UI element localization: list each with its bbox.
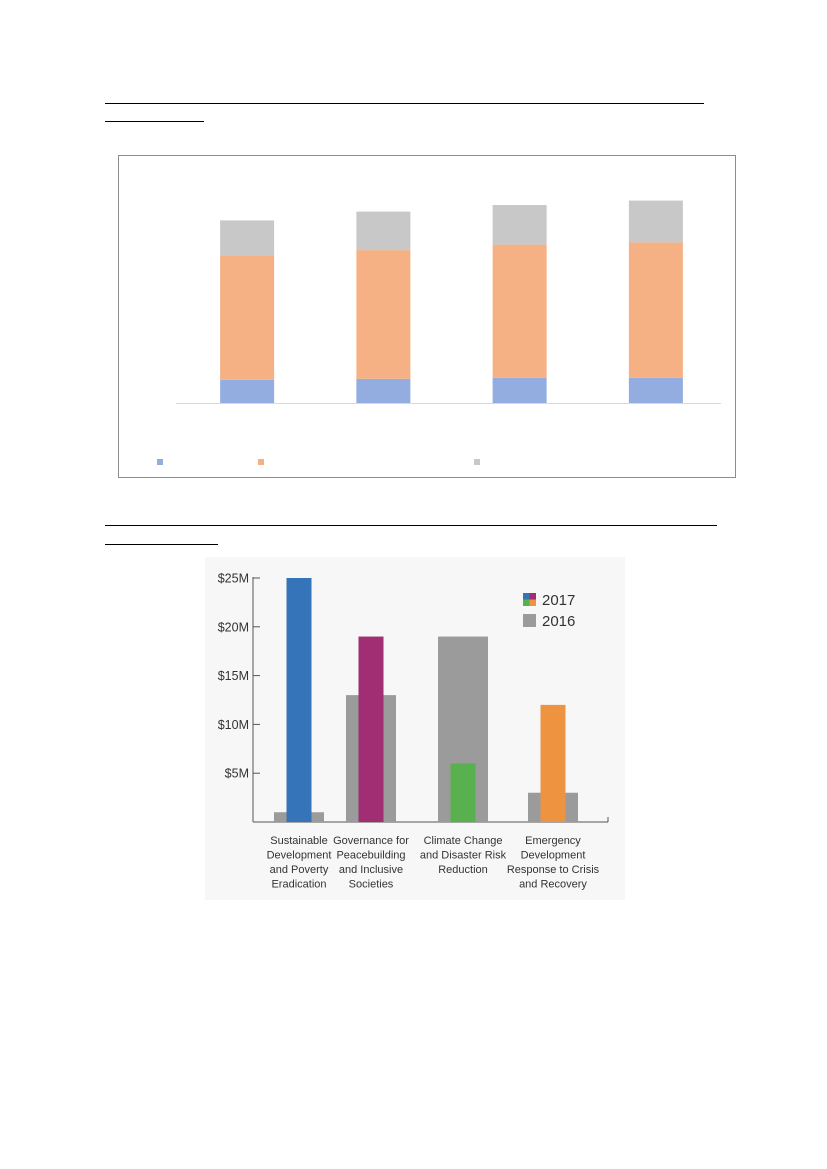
legend-2017-swatch-q3	[523, 599, 530, 606]
bar-2017-3	[450, 763, 476, 822]
category-label-3-line-3: Reduction	[438, 864, 488, 876]
category-label-4-line-2: Development	[521, 850, 586, 862]
category-label-2-line-1: Governance for	[333, 835, 409, 847]
y-tick-label-2: $10M	[218, 718, 249, 732]
bar-segment-4-2	[628, 242, 683, 378]
category-label-2-line-2: Peacebuilding	[336, 850, 405, 862]
bar-segment-2-3	[356, 211, 411, 251]
legend-swatch-3	[474, 459, 480, 465]
bar-segment-3-3	[492, 205, 547, 245]
bar-2017-4	[540, 704, 566, 822]
legend-swatch-1	[157, 459, 163, 465]
stacked-bar-chart	[157, 200, 721, 465]
heading-2-line-2	[105, 544, 218, 545]
bar-segment-2-1	[356, 378, 411, 403]
bar-segment-4-3	[628, 200, 683, 243]
funding-bar-chart-panel: $5M $10M $15M $20M $25M Sustainable Developmen…	[205, 557, 625, 900]
y-tick-label-5: $25M	[218, 572, 249, 586]
legend-swatch-2	[258, 459, 264, 465]
category-label-1-line-1: Sustainable	[270, 835, 328, 847]
category-label-3-line-2: and Disaster Risk	[420, 850, 507, 862]
category-label-1-line-3: and Poverty	[270, 864, 329, 876]
category-label-4-line-1: Emergency	[525, 835, 581, 847]
category-label-1-line-2: Development	[267, 850, 332, 862]
legend-2016-label: 2016	[542, 613, 575, 630]
heading-2-line-1	[105, 525, 717, 526]
legend-2017-swatch-q2	[529, 593, 536, 600]
y-tick-label-3: $15M	[218, 669, 249, 683]
category-label-3-line-1: Climate Change	[424, 835, 503, 847]
bar-segment-1-3	[220, 220, 275, 256]
bar-segment-4-1	[628, 377, 683, 403]
category-label-2-line-3: and Inclusive	[339, 864, 403, 876]
category-label-4-line-3: Response to Crisis	[507, 864, 600, 876]
bar-segment-3-1	[492, 377, 547, 403]
bar-2017-2	[358, 636, 384, 822]
bar-segment-3-2	[492, 244, 547, 378]
category-label-1-line-4: Eradication	[271, 879, 326, 891]
legend-2016-swatch	[523, 614, 536, 627]
heading-1-line-1	[105, 103, 704, 104]
stacked-bar-chart-frame	[118, 155, 736, 478]
bar-segment-1-2	[220, 255, 275, 380]
category-label-4-line-4: and Recovery	[519, 879, 587, 891]
legend-2017-label: 2017	[542, 592, 575, 609]
legend-2017-swatch-q4	[529, 599, 536, 606]
funding-bar-chart: $5M $10M $15M $20M $25M Sustainable Developmen…	[218, 572, 609, 891]
legend-2017-swatch-q1	[523, 593, 530, 600]
bar-segment-1-1	[220, 379, 275, 403]
y-tick-label-1: $5M	[225, 767, 249, 781]
y-tick-label-4: $20M	[218, 620, 249, 634]
bar-2017-1	[286, 578, 312, 822]
heading-1-line-2	[105, 121, 204, 122]
bar-segment-2-2	[356, 250, 411, 379]
category-label-2-line-4: Societies	[349, 879, 394, 891]
